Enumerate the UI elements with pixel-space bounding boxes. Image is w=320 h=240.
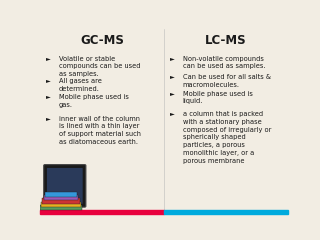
Bar: [164, 210, 288, 214]
FancyBboxPatch shape: [47, 168, 83, 204]
Text: ►: ►: [170, 91, 175, 96]
Text: LC-MS: LC-MS: [205, 34, 247, 47]
Text: Mobile phase used is
liquid.: Mobile phase used is liquid.: [183, 91, 252, 104]
Text: Can be used for all salts &
macromolecules.: Can be used for all salts & macromolecul…: [183, 74, 271, 88]
Text: ►: ►: [170, 111, 175, 116]
Text: ►: ►: [46, 56, 51, 60]
Text: ►: ►: [46, 78, 51, 83]
Text: GC-MS: GC-MS: [80, 34, 124, 47]
Text: Non-volatile compounds
can be used as samples.: Non-volatile compounds can be used as sa…: [183, 56, 265, 69]
Bar: [40, 210, 164, 214]
Text: ►: ►: [170, 56, 175, 60]
Bar: [44, 195, 78, 200]
FancyBboxPatch shape: [44, 165, 86, 207]
Bar: [40, 205, 82, 210]
Bar: [41, 202, 81, 207]
Text: Mobile phase used is
gas.: Mobile phase used is gas.: [59, 94, 128, 108]
Bar: [45, 192, 77, 197]
Text: Volatile or stable
compounds can be used
as samples.: Volatile or stable compounds can be used…: [59, 56, 140, 77]
Text: ►: ►: [170, 74, 175, 79]
Text: a column that is packed
with a stationary phase
composed of irregularly or
spher: a column that is packed with a stationar…: [183, 111, 271, 163]
Text: All gases are
determined.: All gases are determined.: [59, 78, 101, 91]
Text: inner wall of the column
is lined with a thin layer
of support material such
as : inner wall of the column is lined with a…: [59, 116, 140, 145]
Text: ►: ►: [46, 94, 51, 99]
Bar: [43, 198, 80, 204]
Text: ►: ►: [46, 116, 51, 121]
